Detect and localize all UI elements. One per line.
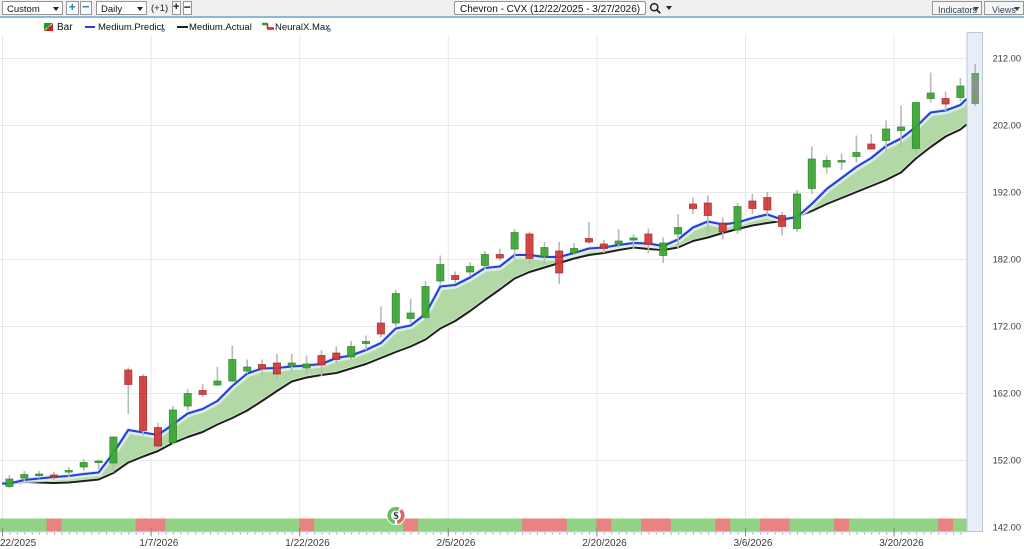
svg-text:$: $ xyxy=(393,511,398,522)
svg-text:172.00: 172.00 xyxy=(993,322,1021,332)
svg-text:202.00: 202.00 xyxy=(993,121,1021,131)
svg-text:2/5/2026: 2/5/2026 xyxy=(437,538,476,549)
svg-text:22/2025: 22/2025 xyxy=(0,538,37,549)
svg-text:212.00: 212.00 xyxy=(993,54,1021,64)
svg-text:2/20/2026: 2/20/2026 xyxy=(582,538,627,549)
svg-text:192.00: 192.00 xyxy=(993,188,1021,198)
svg-text:182.00: 182.00 xyxy=(993,255,1021,265)
svg-text:1/22/2026: 1/22/2026 xyxy=(285,538,330,549)
svg-text:3/6/2026: 3/6/2026 xyxy=(734,538,773,549)
svg-text:152.00: 152.00 xyxy=(993,456,1021,466)
svg-text:162.00: 162.00 xyxy=(993,389,1021,399)
svg-text:3/20/2026: 3/20/2026 xyxy=(879,538,924,549)
svg-text:1/7/2026: 1/7/2026 xyxy=(139,538,178,549)
svg-text:142.00: 142.00 xyxy=(993,523,1021,533)
